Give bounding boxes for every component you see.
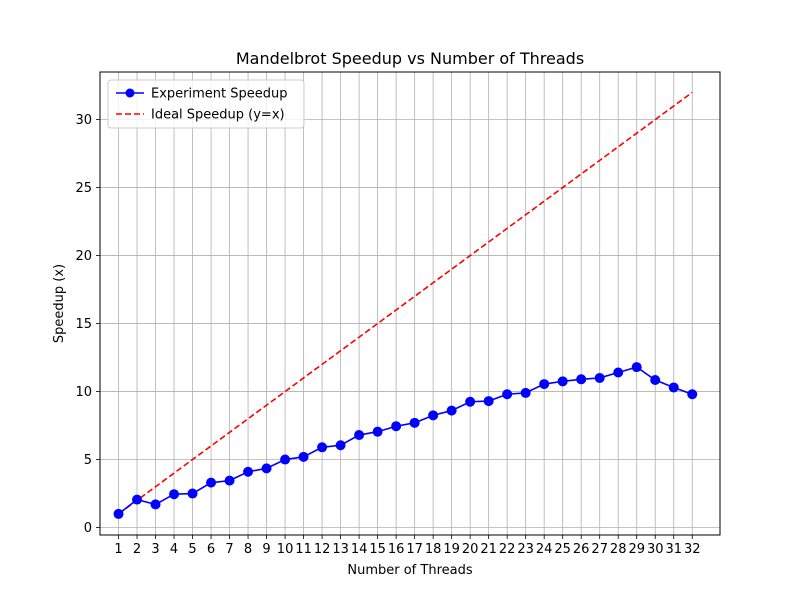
x-tick-label: 29 (628, 542, 645, 557)
data-point-experiment-speedup (483, 396, 494, 407)
data-point-experiment-speedup (502, 389, 513, 400)
x-tick-label: 24 (536, 542, 553, 557)
data-point-experiment-speedup (576, 374, 587, 385)
data-point-experiment-speedup (539, 379, 550, 390)
data-point-experiment-speedup (317, 442, 328, 453)
data-point-experiment-speedup (668, 382, 679, 393)
data-point-experiment-speedup (650, 374, 661, 385)
data-point-experiment-speedup (150, 499, 161, 510)
x-tick-label: 9 (262, 542, 270, 557)
x-tick-label: 22 (499, 542, 516, 557)
x-tick-label: 30 (647, 542, 664, 557)
data-point-experiment-speedup (391, 421, 402, 432)
data-point-experiment-speedup (594, 372, 605, 383)
x-tick-label: 4 (170, 542, 178, 557)
x-tick-label: 5 (188, 542, 196, 557)
x-tick-label: 8 (244, 542, 252, 557)
y-axis-title: Speedup (x) (52, 264, 67, 343)
data-point-experiment-speedup (520, 387, 531, 398)
plot-area-frame (99, 71, 721, 536)
x-tick-label: 11 (295, 542, 312, 557)
x-axis-title: Number of Threads (347, 563, 472, 578)
legend: Experiment Speedup Ideal Speedup (y=x) (107, 79, 305, 129)
data-point-experiment-speedup (409, 417, 420, 428)
data-point-experiment-speedup (354, 430, 365, 441)
data-point-experiment-speedup (261, 463, 272, 474)
x-tick-label: 25 (554, 542, 571, 557)
x-tick-label: 10 (277, 542, 294, 557)
y-tick-label: 25 (75, 181, 92, 196)
x-tick-label: 16 (388, 542, 405, 557)
x-tick-label: 6 (207, 542, 215, 557)
data-point-experiment-speedup (613, 367, 624, 378)
x-tick-label: 14 (351, 542, 368, 557)
legend-box (107, 79, 305, 129)
x-tick-label: 19 (443, 542, 460, 557)
y-tick-label: 15 (75, 317, 92, 332)
data-point-experiment-speedup (372, 426, 383, 437)
data-point-experiment-speedup (465, 396, 476, 407)
x-tick-label: 18 (425, 542, 442, 557)
data-point-experiment-speedup (687, 389, 698, 400)
y-tick-label: 20 (75, 249, 92, 264)
x-tick-label: 31 (665, 542, 682, 557)
y-tick-label: 10 (75, 385, 92, 400)
data-point-experiment-speedup (557, 376, 568, 387)
x-tick-label: 13 (332, 542, 349, 557)
x-tick-label: 3 (151, 542, 159, 557)
y-tick-label: 0 (84, 521, 92, 536)
x-tick-label: 15 (369, 542, 386, 557)
series-line-ideal-speedup-y-x (118, 91, 693, 515)
x-tick-label: 28 (610, 542, 627, 557)
data-point-experiment-speedup (113, 508, 124, 519)
data-point-experiment-speedup (224, 475, 235, 486)
axis-ticks: 1 2 3 4 5 6 7 8 9 10 11 12 13 14 15 16 17 18 19 20 21 22 23 24 2… (75, 113, 700, 557)
y-tick-label: 30 (75, 113, 92, 128)
x-tick-label: 27 (591, 542, 608, 557)
data-point-experiment-speedup (280, 454, 291, 465)
data-point-experiment-speedup (335, 440, 346, 451)
x-tick-label: 26 (573, 542, 590, 557)
legend-marker-experiment-speedup (125, 88, 135, 98)
data-point-experiment-speedup (169, 489, 180, 500)
chart-title: Mandelbrot Speedup vs Number of Threads (236, 49, 584, 68)
y-tick-label: 5 (84, 453, 92, 468)
x-tick-label: 20 (462, 542, 479, 557)
x-tick-label: 1 (114, 542, 122, 557)
data-point-experiment-speedup (298, 451, 309, 462)
x-tick-label: 17 (406, 542, 423, 557)
data-point-experiment-speedup (187, 488, 198, 499)
series-layer (113, 91, 698, 519)
legend-label-ideal-speedup: Ideal Speedup (y=x) (151, 108, 285, 123)
x-tick-label: 12 (314, 542, 331, 557)
data-point-experiment-speedup (206, 477, 217, 488)
legend-label-experiment-speedup: Experiment Speedup (151, 87, 288, 102)
x-tick-label: 32 (684, 542, 701, 557)
data-point-experiment-speedup (243, 466, 254, 477)
x-tick-label: 7 (225, 542, 233, 557)
data-point-experiment-speedup (446, 405, 457, 416)
x-tick-label: 21 (480, 542, 497, 557)
data-point-experiment-speedup (631, 362, 642, 373)
data-point-experiment-speedup (132, 494, 143, 505)
x-tick-label: 23 (517, 542, 534, 557)
x-tick-label: 2 (133, 542, 141, 557)
data-point-experiment-speedup (428, 410, 439, 421)
